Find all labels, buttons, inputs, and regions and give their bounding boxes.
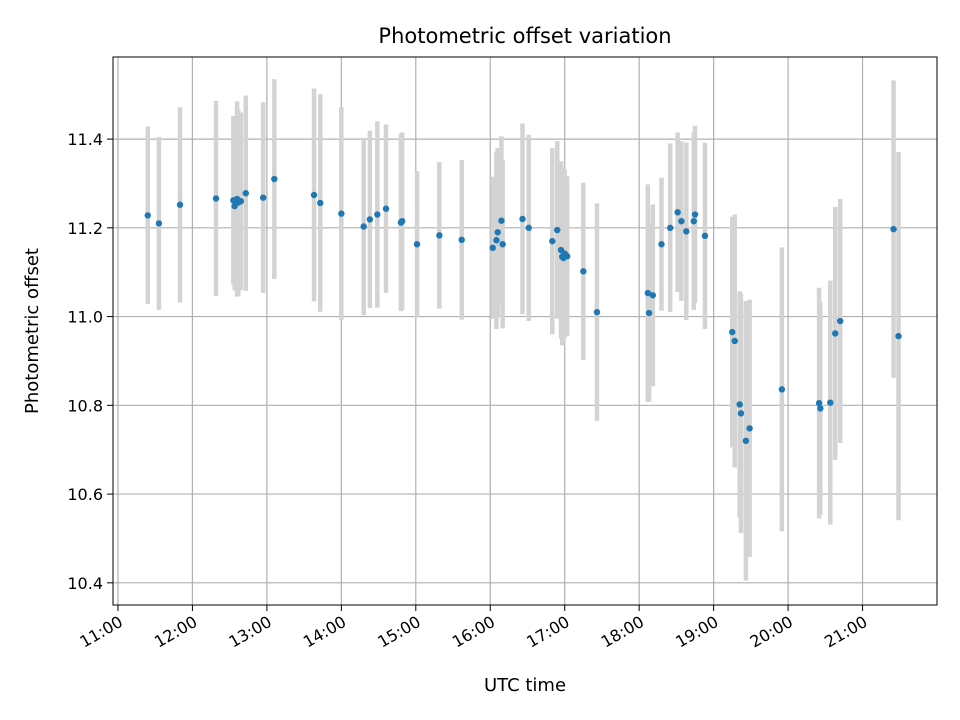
data-point [525,224,532,232]
data-point [890,225,897,233]
y-axis: 10.4 10.6 10.8 11.0 11.2 11.4 [67,130,113,593]
data-point [317,199,324,207]
data-point [489,244,496,252]
data-point [498,217,505,224]
data-point [436,232,443,239]
data-point [338,210,345,217]
x-axis-label: UTC time [484,675,566,696]
data-point [549,237,556,245]
data-point [374,211,381,218]
data-point [580,268,587,275]
data-point [674,209,681,216]
y-axis-label: Photometric offset [22,248,43,414]
data-point [494,229,501,236]
data-point [413,241,421,248]
data-point [666,224,674,232]
data-point [832,330,839,337]
data-point [563,253,571,260]
data-point [691,211,699,218]
data-point [731,337,738,345]
chart-title: Photometric offset variation [378,24,671,48]
data-point [683,228,690,235]
data-point [493,237,500,244]
data-point [778,386,786,393]
data-point [895,332,902,340]
y-tick-label: 11.0 [67,308,103,327]
data-point [690,217,697,225]
grid [113,57,937,605]
data-point [310,191,318,199]
y-tick-label: 11.4 [67,130,103,149]
data-point [366,216,374,223]
data-point [554,226,561,234]
data-point [242,190,249,197]
data-points [144,175,902,445]
data-point [817,405,824,412]
data-point [815,399,823,407]
data-point [729,328,736,336]
data-point [519,215,526,223]
data-point [746,425,753,432]
data-point [701,232,709,240]
data-point [176,201,184,208]
data-point [398,217,406,225]
data-point [644,289,652,297]
data-point [155,220,163,227]
data-point [678,217,685,225]
y-tick-label: 10.6 [67,485,103,504]
y-tick-label: 10.8 [67,396,103,415]
data-point [144,212,151,219]
data-point [360,223,367,230]
data-point [259,194,267,201]
y-tick-label: 10.4 [67,574,103,593]
data-point [742,437,750,445]
plot-frame [112,56,938,606]
data-point [271,175,278,183]
y-tick-label: 11.2 [67,219,103,238]
data-point [837,317,844,325]
data-point [658,241,665,248]
data-point [645,309,653,317]
data-point [649,292,657,299]
data-point [736,401,743,408]
data-point [827,399,834,406]
data-point [382,205,390,212]
data-point [593,308,601,316]
data-point [499,241,506,248]
data-point [458,236,465,244]
data-point [237,198,245,205]
data-point [737,410,745,417]
data-point [212,195,220,202]
